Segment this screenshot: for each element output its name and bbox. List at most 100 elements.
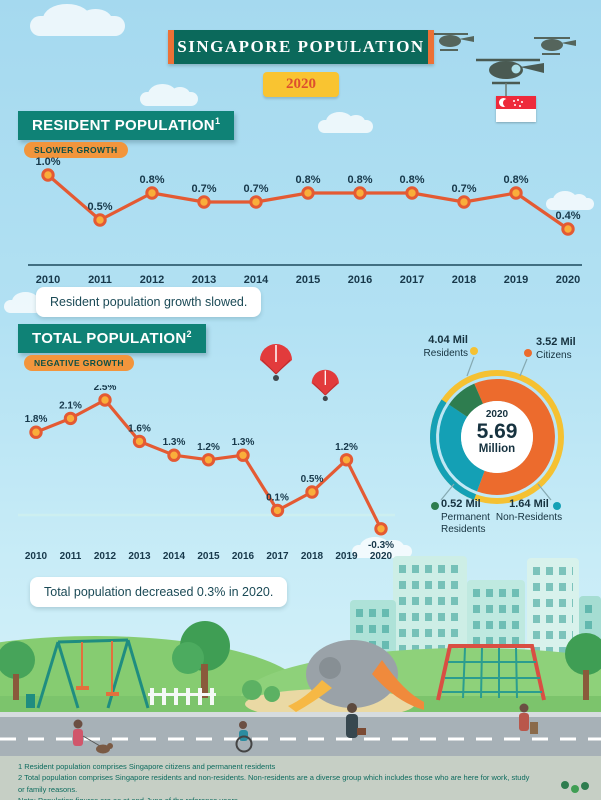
road bbox=[0, 712, 601, 762]
svg-text:0.1%: 0.1% bbox=[266, 492, 289, 503]
cloud bbox=[318, 112, 373, 133]
wheelchair-user bbox=[235, 721, 253, 753]
callout-residents: 4.04 Mil Residents bbox=[388, 334, 468, 360]
pedestrians bbox=[73, 703, 538, 754]
svg-text:2.1%: 2.1% bbox=[59, 400, 82, 411]
callout-value: 0.52 Mil bbox=[441, 498, 481, 510]
callout-permanent-residents: 0.52 Mil Permanent Residents bbox=[441, 498, 505, 537]
total-growth-chart: 1.8% 2010 2.1% 2011 2.5% 2012 1.6% 2013 1.3% 2014… bbox=[18, 385, 395, 562]
section-title-text: RESIDENT POPULATION bbox=[32, 117, 215, 134]
total-section-title: TOTAL POPULATION2 bbox=[18, 324, 206, 353]
bin bbox=[26, 694, 35, 708]
svg-text:2019: 2019 bbox=[504, 274, 528, 286]
swings bbox=[76, 641, 119, 696]
callout-value: 1.64 Mil bbox=[509, 498, 549, 510]
svg-text:2016: 2016 bbox=[348, 274, 372, 286]
footnote-2: 2 Total population comprises Singapore r… bbox=[18, 773, 530, 794]
callout-citizens: 3.52 Mil Citizens bbox=[536, 336, 598, 362]
year-badge: 2020 bbox=[263, 72, 339, 97]
parachutists-icon bbox=[260, 344, 339, 402]
helicopter-icon bbox=[476, 58, 544, 98]
businessman bbox=[346, 703, 366, 738]
svg-text:2017: 2017 bbox=[266, 551, 289, 562]
trees bbox=[0, 621, 601, 702]
donut-chart bbox=[430, 347, 564, 510]
cloud bbox=[30, 4, 125, 36]
svg-text:0.8%: 0.8% bbox=[139, 174, 164, 186]
svg-text:0.5%: 0.5% bbox=[301, 474, 324, 485]
svg-text:0.8%: 0.8% bbox=[295, 174, 320, 186]
svg-text:2010: 2010 bbox=[36, 274, 60, 286]
donut-total: 5.69 bbox=[476, 420, 518, 443]
svg-text:2013: 2013 bbox=[192, 274, 216, 286]
resident-section-title: RESIDENT POPULATION1 bbox=[18, 111, 235, 140]
slower-growth-badge: SLOWER GROWTH bbox=[24, 142, 128, 158]
helicopters bbox=[432, 33, 576, 98]
callout-label: Residents bbox=[423, 347, 468, 359]
svg-text:1.6%: 1.6% bbox=[128, 423, 151, 434]
fence bbox=[148, 688, 216, 705]
svg-text:2012: 2012 bbox=[140, 274, 164, 286]
callout-label: Non-Residents bbox=[495, 511, 563, 523]
svg-text:2011: 2011 bbox=[88, 274, 112, 286]
section-title-text: TOTAL POPULATION bbox=[32, 330, 187, 347]
traveler bbox=[519, 703, 538, 734]
resident-growth-chart: 1.0% 2010 0.5% 2011 0.8% 2012 0.7% 2013 0.7% 2014… bbox=[28, 156, 582, 286]
flag-crescent bbox=[496, 96, 536, 109]
climbing-frame bbox=[436, 644, 546, 701]
svg-text:2017: 2017 bbox=[400, 274, 424, 286]
callout-value: 4.04 Mil bbox=[428, 334, 468, 346]
playground-scene bbox=[0, 621, 601, 762]
svg-text:2011: 2011 bbox=[60, 551, 82, 562]
svg-text:1.0%: 1.0% bbox=[35, 156, 60, 168]
svg-text:2016: 2016 bbox=[232, 551, 255, 562]
slide-structure bbox=[288, 640, 424, 712]
parachute-icon bbox=[311, 369, 339, 402]
svg-text:2015: 2015 bbox=[296, 274, 320, 286]
svg-text:2.5%: 2.5% bbox=[94, 385, 117, 393]
cloud bbox=[546, 190, 594, 210]
svg-text:2010: 2010 bbox=[25, 551, 48, 562]
callout-label: Permanent Residents bbox=[441, 511, 490, 536]
svg-text:0.7%: 0.7% bbox=[451, 183, 476, 195]
donut-unit: Million bbox=[478, 443, 516, 456]
svg-text:1.3%: 1.3% bbox=[163, 437, 186, 448]
helicopter-icon bbox=[534, 37, 576, 55]
donut-center-label: 2020 5.69 Million bbox=[452, 409, 542, 455]
svg-text:0.4%: 0.4% bbox=[555, 210, 580, 222]
cloud bbox=[140, 83, 198, 106]
svg-text:1.2%: 1.2% bbox=[197, 442, 220, 453]
footnote-ref: 1 bbox=[214, 116, 221, 126]
svg-text:2014: 2014 bbox=[244, 274, 269, 286]
svg-text:2019: 2019 bbox=[335, 551, 358, 562]
footnotes: 1 Resident population comprises Singapor… bbox=[0, 756, 601, 800]
swing-set bbox=[36, 638, 150, 709]
resident-caption: Resident population growth slowed. bbox=[36, 287, 262, 317]
svg-text:0.7%: 0.7% bbox=[191, 183, 216, 195]
svg-text:2020: 2020 bbox=[556, 274, 580, 286]
svg-text:2015: 2015 bbox=[197, 551, 220, 562]
cloud bbox=[352, 537, 412, 558]
svg-text:0.5%: 0.5% bbox=[87, 201, 112, 213]
svg-text:0.8%: 0.8% bbox=[503, 174, 528, 186]
dog-walker bbox=[73, 719, 113, 754]
svg-text:1.8%: 1.8% bbox=[25, 414, 48, 425]
singapore-flag bbox=[496, 96, 536, 122]
parachute-icon bbox=[260, 344, 292, 381]
svg-text:2018: 2018 bbox=[452, 274, 476, 286]
callout-label: Citizens bbox=[536, 349, 572, 361]
svg-text:2018: 2018 bbox=[301, 551, 324, 562]
callout-non-residents: 1.64 Mil Non-Residents bbox=[494, 498, 564, 524]
negative-growth-badge: NEGATIVE GROWTH bbox=[24, 355, 134, 371]
page-title: SINGAPORE POPULATION bbox=[168, 30, 434, 64]
svg-text:0.7%: 0.7% bbox=[243, 183, 268, 195]
svg-text:2013: 2013 bbox=[128, 551, 151, 562]
svg-text:0.8%: 0.8% bbox=[399, 174, 424, 186]
svg-text:2014: 2014 bbox=[163, 551, 186, 562]
donut-year: 2020 bbox=[485, 409, 509, 420]
svg-text:1.2%: 1.2% bbox=[335, 442, 358, 453]
callout-value: 3.52 Mil bbox=[536, 336, 576, 348]
svg-text:-0.3%: -0.3% bbox=[368, 540, 394, 551]
svg-text:2012: 2012 bbox=[94, 551, 117, 562]
